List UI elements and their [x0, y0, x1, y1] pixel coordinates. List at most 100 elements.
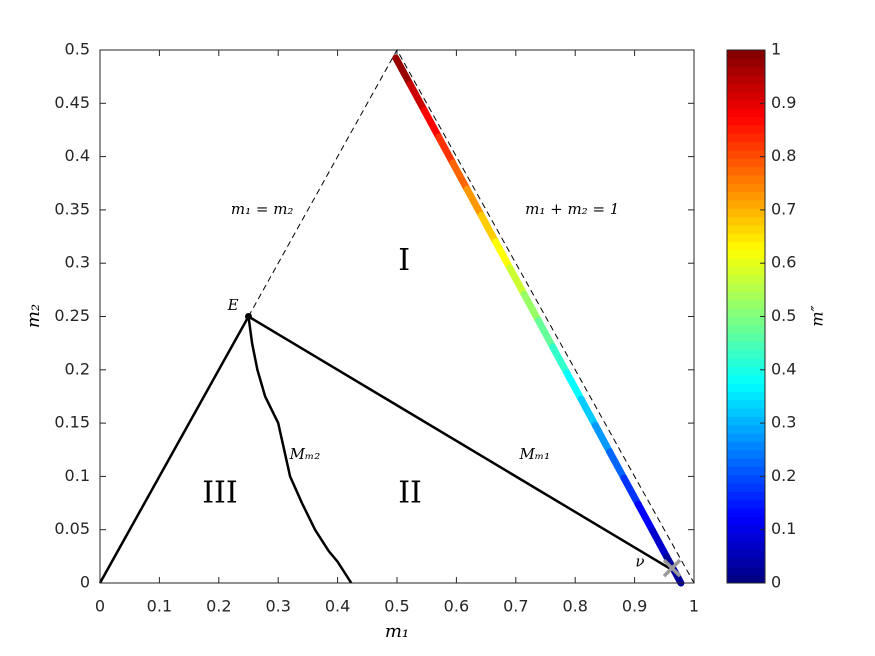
colorbar-swatch — [727, 433, 765, 442]
x-tick-label: 0.8 — [562, 597, 587, 616]
colorbar-swatch — [727, 241, 765, 251]
colorbar-swatch — [727, 66, 765, 76]
colored-segment — [648, 526, 671, 561]
y-tick-label: 0.2 — [65, 359, 90, 378]
colorbar-swatch — [727, 416, 765, 426]
colorbar-swatch — [727, 391, 765, 401]
colorbar-swatch — [727, 566, 765, 576]
colorbar-swatch — [727, 99, 765, 109]
colorbar-swatch — [727, 358, 765, 367]
colorbar-swatch — [727, 558, 765, 567]
colorbar-swatch — [727, 224, 765, 234]
colorbar-tick-label: 0.4 — [771, 359, 796, 378]
colorbar-swatch — [727, 516, 765, 526]
colored-segment — [406, 80, 428, 114]
x-tick-label: 0.1 — [147, 597, 172, 616]
colorbar-tick-label: 0.3 — [771, 413, 796, 432]
colored-segment — [420, 106, 443, 141]
colorbar-swatch — [727, 466, 765, 476]
colorbar-swatch — [727, 366, 765, 376]
colorbar-swatch — [727, 299, 765, 309]
annotation: II — [398, 476, 422, 511]
y-tick-label: 0.15 — [54, 413, 90, 432]
x-tick-label: 0.7 — [503, 597, 528, 616]
colorbar-swatch — [727, 524, 765, 534]
x-tick-label: 0 — [95, 597, 105, 616]
y-tick-label: 0 — [80, 573, 90, 592]
colored-segment — [520, 290, 542, 324]
colorbar-swatch — [727, 333, 765, 342]
x-tick-label: 0.9 — [622, 597, 647, 616]
colorbar-swatch — [727, 491, 765, 501]
x-tick-label: 0.3 — [265, 597, 290, 616]
colorbar-swatch — [727, 499, 765, 509]
x-tick-label: 0.6 — [444, 597, 469, 616]
colorbar-tick-label: 1 — [771, 40, 781, 59]
colorbar-swatch — [727, 208, 765, 218]
colorbar-swatch — [727, 183, 765, 193]
colorbar-swatch — [727, 533, 765, 542]
annotation: Mₘ₁ — [519, 445, 551, 463]
y-tick-label: 0.45 — [54, 93, 90, 112]
colorbar-swatch — [727, 133, 765, 143]
colored-segment — [577, 395, 599, 429]
colored-segment — [492, 238, 514, 272]
annotation: I — [398, 243, 410, 278]
colorbar-swatch — [727, 50, 765, 59]
line — [247, 316, 353, 584]
colorbar-swatch — [727, 166, 765, 176]
colorbar-swatch — [727, 108, 765, 118]
colorbar-swatch — [727, 399, 765, 409]
colored-segment — [591, 421, 614, 456]
annotation: ν — [635, 553, 644, 571]
colorbar-swatch — [727, 574, 765, 584]
colorbar-swatch — [727, 508, 765, 517]
point — [245, 313, 252, 320]
colorbar-swatch — [727, 249, 765, 259]
colorbar-swatch — [727, 424, 765, 434]
colored-segment — [563, 369, 585, 403]
colorbar-swatch — [727, 374, 765, 384]
y-tick-label: 0.5 — [65, 40, 90, 59]
y-tick-label: 0.05 — [54, 519, 90, 538]
colored-segment — [449, 159, 471, 193]
y-tick-label: 0.1 — [65, 466, 90, 485]
colorbar-swatch — [727, 549, 765, 559]
colored-segment — [506, 264, 528, 298]
colored-segment — [534, 316, 557, 351]
colorbar-swatch — [727, 316, 765, 326]
colorbar-swatch — [727, 441, 765, 451]
colorbar-tick-label: 0.1 — [771, 519, 796, 538]
colorbar-swatch — [727, 474, 765, 484]
colorbar-swatch — [727, 349, 765, 359]
colorbar-swatch — [727, 233, 765, 243]
colorbar-swatch — [727, 141, 765, 151]
y-tick-label: 0.25 — [54, 306, 90, 325]
colorbar-swatch — [727, 266, 765, 276]
colorbar-swatch — [727, 149, 765, 159]
y-tick-label: 0.4 — [65, 146, 90, 165]
colored-segment — [477, 211, 500, 246]
colored-segment — [620, 474, 642, 508]
colorbar-swatch — [727, 324, 765, 334]
colorbar-swatch — [727, 74, 765, 84]
colored-segment — [549, 343, 571, 377]
x-tick-label: 0.2 — [206, 597, 231, 616]
colorbar-swatch — [727, 158, 765, 168]
colorbar-tick-label: 0.5 — [771, 306, 796, 325]
colorbar-swatch — [727, 116, 765, 126]
y-tick-label: 0.3 — [65, 253, 90, 272]
colored-segment — [606, 448, 628, 482]
colorbar-swatch — [727, 458, 765, 467]
colorbar-swatch — [727, 174, 765, 184]
colorbar-swatch — [727, 541, 765, 551]
x-tick-label: 1 — [689, 597, 699, 616]
colorbar-swatch — [727, 91, 765, 101]
x-tick-label: 0.5 — [384, 597, 409, 616]
colorbar-tick-label: 0.8 — [771, 146, 796, 165]
colorbar-tick-label: 0.2 — [771, 466, 796, 485]
colorbar-tick-label: 0.6 — [771, 253, 796, 272]
colorbar-swatch — [727, 483, 765, 492]
plot-area — [100, 50, 694, 583]
colorbar-swatch — [727, 199, 765, 209]
